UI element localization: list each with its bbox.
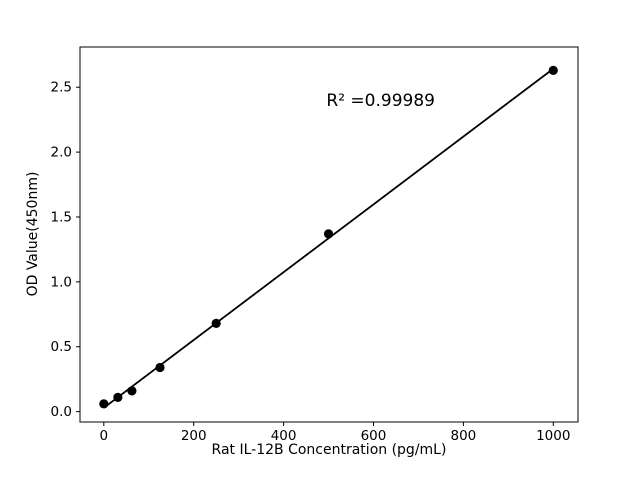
data-point <box>99 399 109 409</box>
y-tick-label: 0.5 <box>51 339 72 355</box>
y-tick-label: 0.0 <box>51 404 72 420</box>
x-tick-label: 200 <box>181 428 207 444</box>
x-tick-label: 400 <box>271 428 297 444</box>
plot-border <box>79 46 579 423</box>
data-point <box>323 229 334 239</box>
x-tick-label: 800 <box>450 428 476 444</box>
y-tick-label: 2.0 <box>51 145 72 161</box>
x-tick-label: 600 <box>361 428 387 444</box>
data-point <box>127 386 137 396</box>
data-point <box>548 65 558 75</box>
data-point <box>113 392 123 402</box>
x-tick-label: 1000 <box>536 428 570 444</box>
r-squared-annotation: R² =0.99989 <box>326 91 435 112</box>
data-point <box>155 362 165 373</box>
y-tick-label: 1.0 <box>51 274 72 290</box>
data-point <box>211 318 221 328</box>
x-axis-label: Rat IL-12B Concentration (pg/mL) <box>211 442 447 458</box>
y-tick-label: 2.5 <box>51 80 72 96</box>
y-axis-label: OD Value(450nm) <box>25 171 41 297</box>
x-tick-label: 0 <box>100 428 109 444</box>
y-tick-label: 1.5 <box>51 209 72 225</box>
